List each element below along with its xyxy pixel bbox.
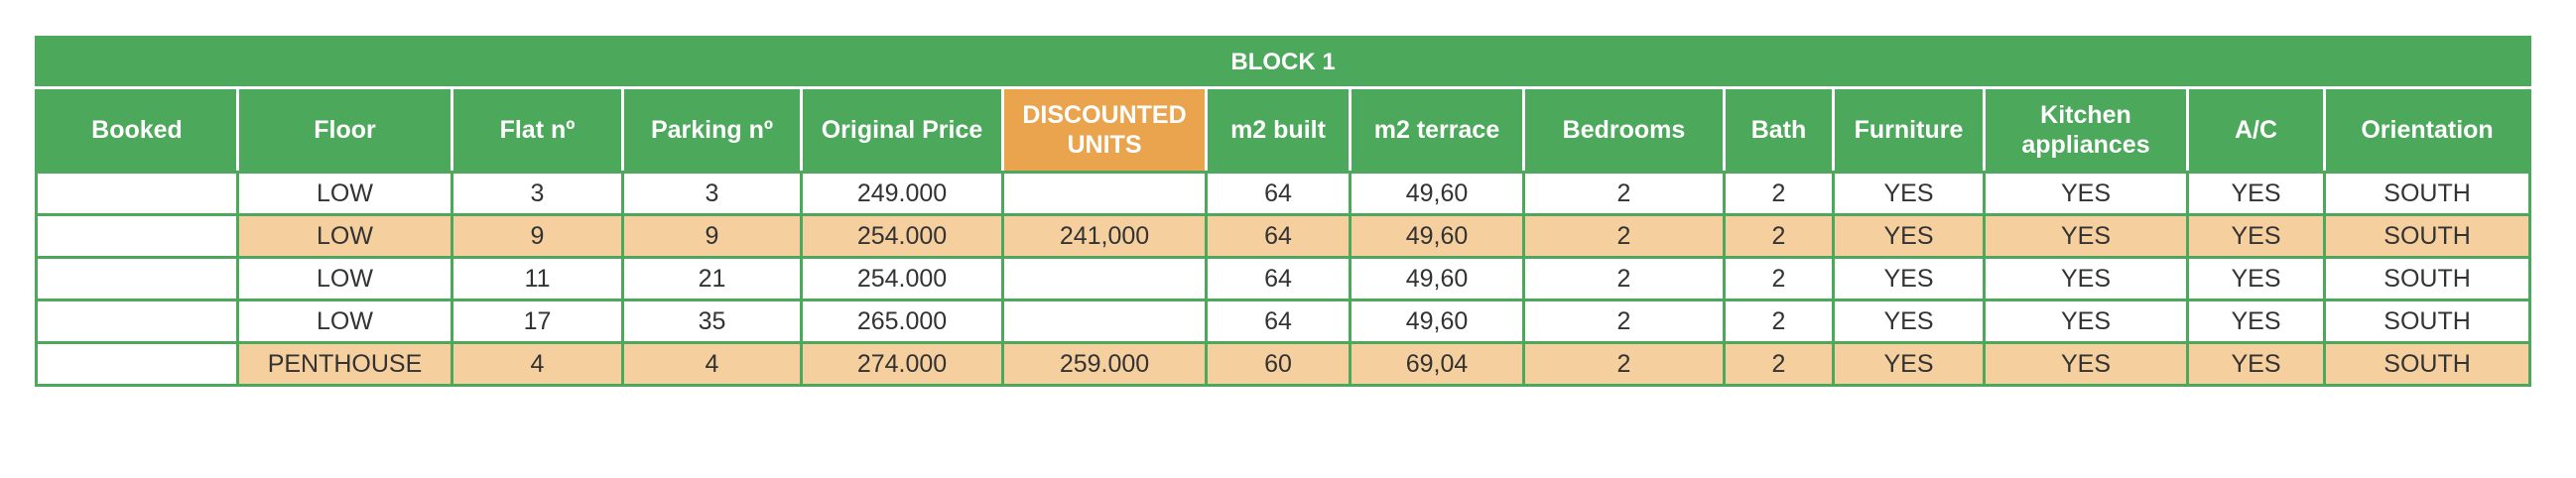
cell-bath: 2	[1723, 213, 1835, 259]
cell-furniture: YES	[1832, 171, 1986, 216]
cell-m2-terrace: 69,04	[1349, 341, 1525, 387]
cell-bedrooms: 2	[1522, 213, 1726, 259]
cell-m2-built: 64	[1205, 171, 1352, 216]
header-m2-terrace: m2 terrace	[1349, 86, 1525, 174]
header-m2-built: m2 built	[1205, 86, 1352, 174]
price-table-container: BLOCK 1 Booked Floor Flat nº Parking nº …	[34, 36, 2532, 387]
cell-bath: 2	[1723, 256, 1835, 301]
cell-parking-number: 4	[621, 341, 803, 387]
cell-original-price: 249.000	[800, 171, 1004, 216]
cell-flat-number: 4	[451, 341, 624, 387]
cell-parking-number: 35	[621, 299, 803, 344]
cell-ac: YES	[2186, 171, 2326, 216]
header-bedrooms: Bedrooms	[1522, 86, 1726, 174]
table-row: PENTHOUSE 4 4 274.000 259.000 60 69,04 2 2 YES YES…	[35, 341, 2532, 387]
cell-orientation: SOUTH	[2322, 299, 2532, 344]
cell-flat-number: 11	[451, 256, 624, 301]
cell-flat-number: 3	[451, 171, 624, 216]
header-ac: A/C	[2186, 86, 2326, 174]
cell-original-price: 265.000	[800, 299, 1004, 344]
cell-discounted-price: 259.000	[1001, 341, 1208, 387]
cell-booked	[35, 213, 239, 259]
header-bath: Bath	[1723, 86, 1835, 174]
header-original-price: Original Price	[800, 86, 1004, 174]
cell-kitchen-appliances: YES	[1983, 299, 2189, 344]
cell-furniture: YES	[1832, 256, 1986, 301]
cell-kitchen-appliances: YES	[1983, 171, 2189, 216]
cell-floor: LOW	[236, 256, 453, 301]
cell-orientation: SOUTH	[2322, 213, 2532, 259]
cell-ac: YES	[2186, 341, 2326, 387]
header-floor: Floor	[236, 86, 453, 174]
header-booked: Booked	[35, 86, 239, 174]
header-kitchen-appliances: Kitchen appliances	[1983, 86, 2189, 174]
header-discounted-units: DISCOUNTED UNITS	[1001, 86, 1208, 174]
cell-bath: 2	[1723, 341, 1835, 387]
cell-bath: 2	[1723, 299, 1835, 344]
cell-floor: LOW	[236, 299, 453, 344]
cell-floor: PENTHOUSE	[236, 341, 453, 387]
cell-booked	[35, 171, 239, 216]
cell-parking-number: 3	[621, 171, 803, 216]
cell-m2-terrace: 49,60	[1349, 213, 1525, 259]
cell-m2-terrace: 49,60	[1349, 171, 1525, 216]
cell-furniture: YES	[1832, 213, 1986, 259]
header-furniture: Furniture	[1832, 86, 1986, 174]
cell-bedrooms: 2	[1522, 256, 1726, 301]
table-row: LOW 11 21 254.000 64 49,60 2 2 YES YES YES SOUTH	[35, 256, 2532, 301]
cell-ac: YES	[2186, 213, 2326, 259]
cell-kitchen-appliances: YES	[1983, 256, 2189, 301]
cell-parking-number: 21	[621, 256, 803, 301]
header-orientation: Orientation	[2322, 86, 2532, 174]
cell-kitchen-appliances: YES	[1983, 213, 2189, 259]
cell-m2-built: 64	[1205, 213, 1352, 259]
cell-m2-terrace: 49,60	[1349, 256, 1525, 301]
header-parking-number: Parking nº	[621, 86, 803, 174]
cell-ac: YES	[2186, 256, 2326, 301]
cell-discounted-price	[1001, 256, 1208, 301]
cell-floor: LOW	[236, 171, 453, 216]
cell-orientation: SOUTH	[2322, 171, 2532, 216]
cell-booked	[35, 341, 239, 387]
cell-original-price: 254.000	[800, 213, 1004, 259]
table-row: LOW 9 9 254.000 241,000 64 49,60 2 2 YES YES YES SOU…	[35, 213, 2532, 259]
header-flat-number: Flat nº	[451, 86, 624, 174]
cell-furniture: YES	[1832, 299, 1986, 344]
cell-m2-built: 64	[1205, 299, 1352, 344]
cell-discounted-price	[1001, 171, 1208, 216]
cell-m2-built: 60	[1205, 341, 1352, 387]
cell-floor: LOW	[236, 213, 453, 259]
table-row: LOW 17 35 265.000 64 49,60 2 2 YES YES YES SOUTH	[35, 299, 2532, 344]
column-header-row: Booked Floor Flat nº Parking nº Original…	[35, 86, 2532, 174]
cell-discounted-price	[1001, 299, 1208, 344]
cell-flat-number: 9	[451, 213, 624, 259]
cell-bath: 2	[1723, 171, 1835, 216]
cell-furniture: YES	[1832, 341, 1986, 387]
block-title: BLOCK 1	[34, 36, 2532, 89]
table-row: LOW 3 3 249.000 64 49,60 2 2 YES YES YES SOUTH	[35, 171, 2532, 216]
cell-booked	[35, 299, 239, 344]
cell-booked	[35, 256, 239, 301]
cell-discounted-price: 241,000	[1001, 213, 1208, 259]
cell-ac: YES	[2186, 299, 2326, 344]
cell-m2-terrace: 49,60	[1349, 299, 1525, 344]
cell-orientation: SOUTH	[2322, 256, 2532, 301]
cell-kitchen-appliances: YES	[1983, 341, 2189, 387]
table-body: LOW 3 3 249.000 64 49,60 2 2 YES YES YES SOUTH LOW 9 9…	[35, 171, 2532, 387]
cell-orientation: SOUTH	[2322, 341, 2532, 387]
cell-bedrooms: 2	[1522, 171, 1726, 216]
cell-original-price: 254.000	[800, 256, 1004, 301]
cell-bedrooms: 2	[1522, 299, 1726, 344]
cell-original-price: 274.000	[800, 341, 1004, 387]
cell-flat-number: 17	[451, 299, 624, 344]
cell-m2-built: 64	[1205, 256, 1352, 301]
cell-bedrooms: 2	[1522, 341, 1726, 387]
cell-parking-number: 9	[621, 213, 803, 259]
price-table: BLOCK 1 Booked Floor Flat nº Parking nº …	[34, 36, 2532, 387]
